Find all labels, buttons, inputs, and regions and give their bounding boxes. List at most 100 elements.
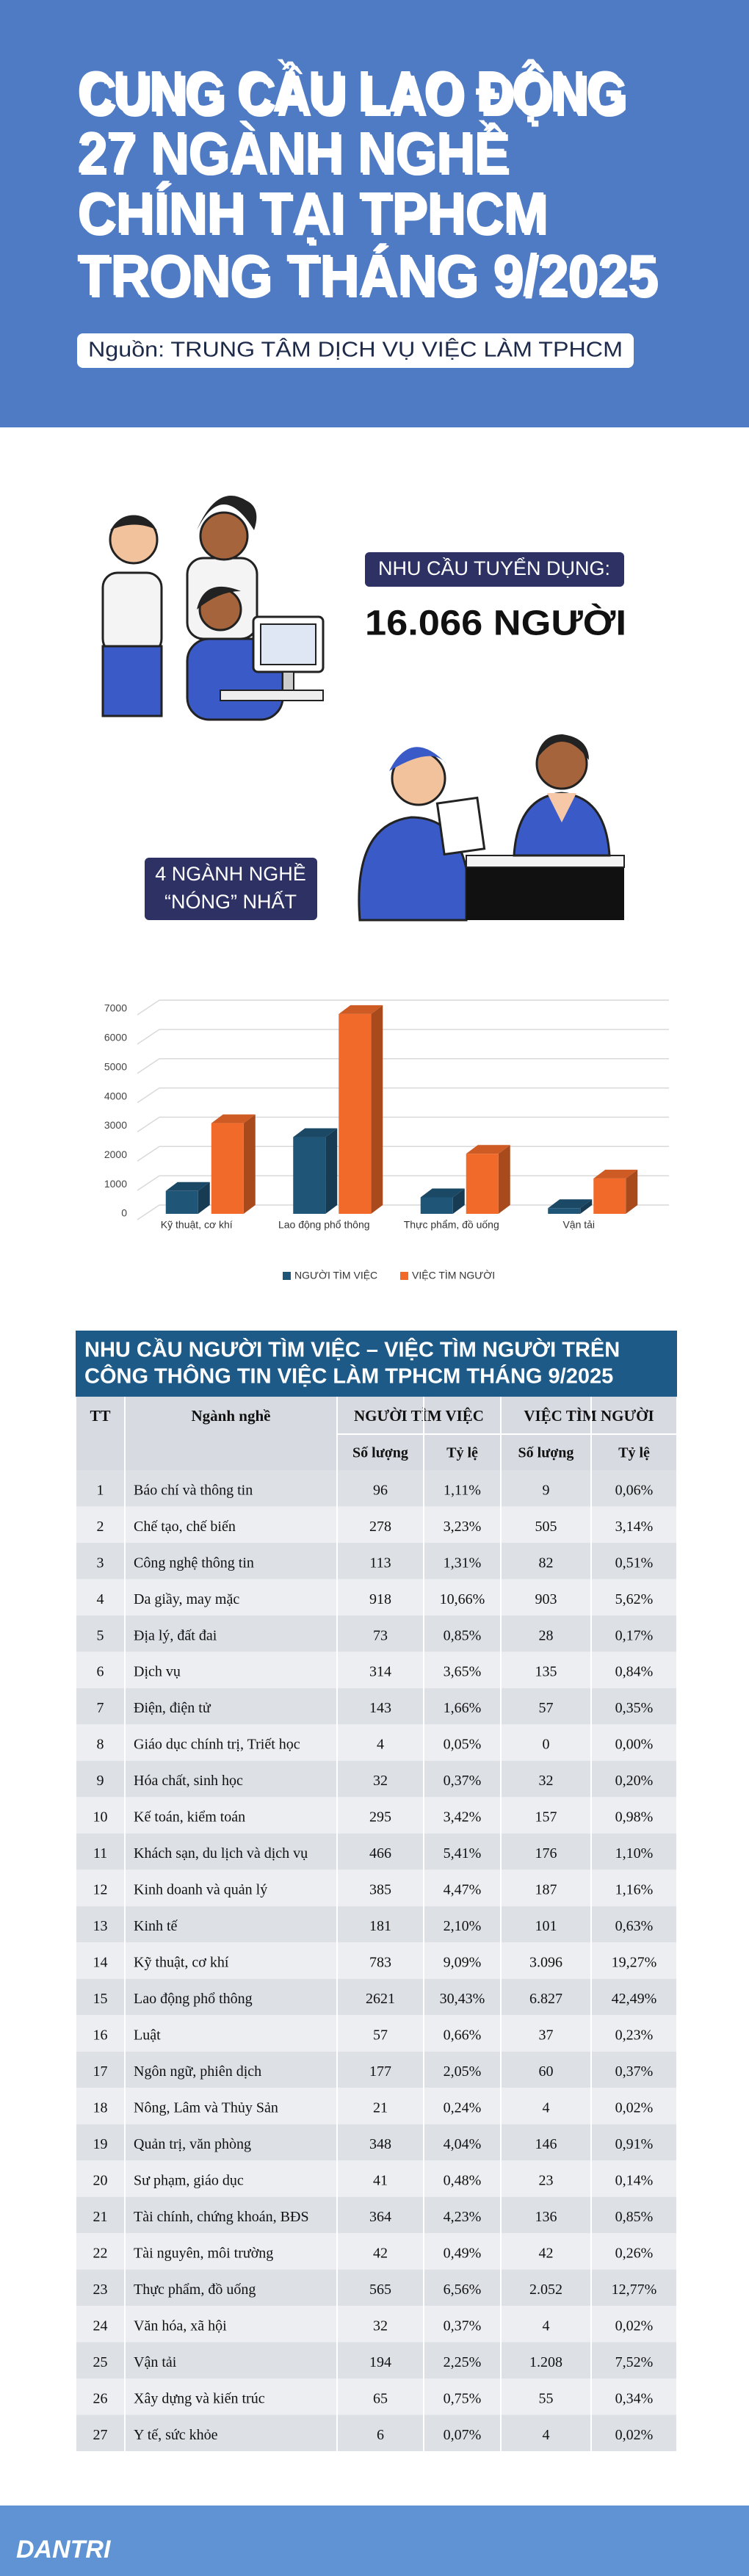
table-cell: 82 (539, 1555, 554, 1571)
table-cell: 0,85% (615, 2209, 654, 2225)
table-cell: Kỹ thuật, cơ khí (134, 1955, 229, 1971)
table-cell: 4 (377, 1737, 384, 1753)
grid-line (137, 999, 160, 1016)
y-tick-label: 1000 (104, 1178, 127, 1190)
grid-line (137, 1029, 160, 1045)
table-cell: 2,10% (444, 1918, 482, 1934)
table-row (76, 2196, 677, 2234)
legend-swatch (400, 1272, 408, 1280)
legend-swatch (283, 1272, 291, 1280)
table-cell: 1 (97, 1482, 104, 1498)
table-cell: 65 (373, 2390, 388, 2406)
header-cell: VIỆC TÌM NGƯỜI (524, 1407, 654, 1425)
table-cell: 10,66% (440, 1591, 485, 1607)
table-cell: 0,24% (444, 2100, 482, 2116)
table-cell: 565 (369, 2282, 391, 2298)
table-cell: 42 (373, 2245, 388, 2261)
table-cell: Tài chính, chứng khoán, BĐS (134, 2209, 309, 2225)
table-cell: 181 (369, 1918, 391, 1934)
y-tick-label: 6000 (104, 1032, 127, 1043)
title-line: CUNG CẦU LAO ĐỘNG (77, 59, 624, 124)
table-cell: 18 (93, 2100, 108, 2116)
table-cell: 0,85% (444, 1627, 482, 1643)
table-cell: Da giầy, may mặc (134, 1591, 239, 1607)
table-cell: 30,43% (440, 1991, 485, 2007)
bar (420, 1197, 453, 1214)
table-cell: Kế toán, kiểm toán (134, 1809, 245, 1826)
table-row (76, 2342, 677, 2379)
table-cell: 0,02% (615, 2318, 654, 2334)
table-cell: 32 (373, 2318, 388, 2334)
table-title: NHU CẦU NGƯỜI TÌM VIỆC – VIỆC TÌM NGƯỜI … (84, 1337, 620, 1362)
table-cell: 364 (369, 2209, 391, 2225)
table-cell: Tài nguyên, môi trường (134, 2245, 273, 2261)
grid-line (137, 1058, 160, 1074)
bar-side (325, 1128, 338, 1214)
table-cell: 20 (93, 2172, 108, 2188)
table-cell: 13 (93, 1918, 108, 1934)
header-cell: TT (90, 1407, 110, 1425)
table-cell: 0,05% (444, 1737, 482, 1753)
table-cell: 28 (539, 1627, 554, 1643)
table-cell: 0,07% (444, 2427, 482, 2443)
table-cell: Luật (134, 2027, 161, 2044)
table-cell: 4 (543, 2427, 550, 2443)
table-cell: 348 (369, 2136, 391, 2152)
table-cell: 3 (97, 1555, 104, 1571)
table-row (76, 1651, 677, 1688)
table-cell: 0,49% (444, 2245, 482, 2261)
table-row (76, 2124, 677, 2161)
table-cell: 0,06% (615, 1482, 654, 1498)
bar (165, 1190, 198, 1214)
bar-side (198, 1182, 210, 1214)
table: NHU CẦU NGƯỜI TÌM VIỆC – VIỆC TÌM NGƯỜI … (75, 1331, 678, 2451)
table-row (76, 1870, 677, 1906)
table-cell: 135 (535, 1664, 557, 1680)
table-cell: 783 (369, 1955, 391, 1971)
bar-side (243, 1114, 256, 1214)
table-cell: Địa lý, đất đai (134, 1627, 217, 1643)
table-cell: 25 (93, 2354, 108, 2370)
table-cell: 6,56% (444, 2282, 482, 2298)
bar (211, 1123, 244, 1214)
header-cell: Ngành nghề (192, 1407, 271, 1425)
title-line: TRONG THÁNG 9/2025 (79, 245, 659, 310)
bar-top (466, 1145, 510, 1154)
table-cell: Văn hóa, xã hội (134, 2318, 227, 2334)
table-cell: 0,02% (615, 2427, 654, 2443)
title-line: CHÍNH TẠI TPHCM (77, 180, 547, 245)
header-cell: NGƯỜI TÌM VIỆC (354, 1407, 484, 1425)
table-cell: 146 (535, 2136, 557, 2152)
table-cell: 0,20% (615, 1773, 654, 1789)
table-cell: Vận tải (134, 2354, 177, 2370)
table-cell: 9 (543, 1482, 550, 1498)
table-cell: 19 (93, 2136, 108, 2152)
table-cell: Chế tạo, chế biến (134, 1519, 236, 1535)
table-cell: 0,34% (615, 2390, 654, 2406)
table-cell: 9 (97, 1773, 104, 1789)
bar-top (211, 1114, 256, 1124)
table-cell: Sư phạm, giáo dục (134, 2172, 244, 2188)
table-row (76, 2160, 677, 2197)
table-cell: Kinh doanh và quản lý (134, 1882, 267, 1898)
table-cell: 42 (539, 2245, 554, 2261)
table-cell: Lao động phổ thông (134, 1991, 253, 2007)
table-cell: Thực phẩm, đồ uống (134, 2282, 256, 2298)
table-cell: 6 (97, 1664, 104, 1680)
table-cell: 4 (97, 1591, 104, 1607)
table-cell: 0,48% (444, 2172, 482, 2188)
bar-top (593, 1169, 638, 1179)
bar (466, 1154, 499, 1214)
source-box (77, 333, 634, 368)
table-cell: Kinh tế (134, 1918, 178, 1934)
table-cell: 177 (369, 2063, 391, 2080)
table-cell: Quản trị, văn phòng (134, 2136, 251, 2152)
table-row (76, 2306, 677, 2342)
table-cell: 17 (93, 2063, 108, 2080)
table-cell: 57 (539, 1700, 554, 1716)
table-cell: Giáo dục chính trị, Triết học (134, 1737, 300, 1753)
table-cell: 96 (373, 1482, 388, 1498)
grid-line (137, 1146, 160, 1162)
bar-top (165, 1182, 210, 1191)
